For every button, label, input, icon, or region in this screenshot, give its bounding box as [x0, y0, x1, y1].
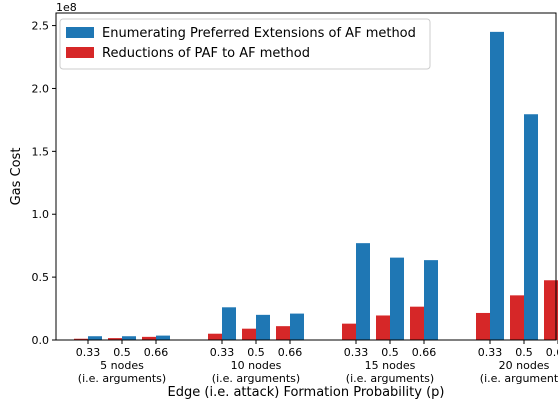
legend: Enumerating Preferred Extensions of AF m…: [59, 18, 431, 70]
y-tick-label-3: 1.5: [32, 145, 50, 158]
x-axis-label: Edge (i.e. attack) Formation Probability…: [168, 385, 445, 400]
bar-enumerating-0: [88, 336, 102, 340]
bar-enumerating-5: [290, 313, 304, 340]
x-tick-label-8: 0.66: [412, 346, 437, 359]
bar-enumerating-8: [424, 260, 438, 340]
group-sublabel-2: (i.e. arguments): [346, 372, 434, 385]
y-multiplier-label: 1e8: [56, 1, 77, 14]
x-tick-label-3: 0.33: [210, 346, 235, 359]
bar-reductions-10: [510, 295, 524, 340]
bar-reductions-11: [544, 280, 558, 340]
x-tick-label-10: 0.5: [515, 346, 533, 359]
x-tick-label-2: 0.66: [144, 346, 169, 359]
bar-enumerating-6: [356, 243, 370, 340]
bar-reductions-2: [142, 336, 156, 340]
bar-enumerating-9: [490, 31, 504, 340]
bar-reductions-3: [208, 333, 222, 340]
bar-enumerating-2: [156, 335, 170, 340]
bar-enumerating-4: [256, 314, 270, 340]
legend-box: [59, 18, 431, 70]
group-sublabel-1: (i.e. arguments): [212, 372, 300, 385]
labels-layer: 0.0 0.5 1.0 1.5 2.0 2.5 1e8 0.33 0.5 0.66 0.33 0.5 0…: [9, 1, 558, 400]
bar-reductions-1: [108, 338, 122, 340]
axes-layer: [52, 12, 558, 344]
group-label-3: 20 nodes: [499, 359, 550, 372]
x-tick-label-5: 0.66: [278, 346, 303, 359]
bar-reductions-9: [476, 312, 490, 340]
x-tick-label-6: 0.33: [344, 346, 369, 359]
group-sublabel-3: (i.e. arguments): [480, 372, 558, 385]
bar-reductions-4: [242, 328, 256, 340]
group-label-1: 10 nodes: [231, 359, 282, 372]
bar-enumerating-1: [122, 336, 136, 340]
y-tick-label-4: 2.0: [32, 82, 50, 95]
legend-label-0: Enumerating Preferred Extensions of AF m…: [102, 26, 416, 41]
group-label-0: 5 nodes: [100, 359, 144, 372]
bar-enumerating-7: [390, 257, 404, 340]
y-axis-label: Gas Cost: [9, 148, 24, 206]
y-tick-label-1: 0.5: [32, 271, 50, 284]
x-tick-label-9: 0.33: [478, 346, 503, 359]
x-tick-label-11: 0.66: [546, 346, 558, 359]
bar-reductions-5: [276, 326, 290, 340]
y-tick-label-0: 0.0: [32, 334, 50, 347]
y-tick-label-2: 1.0: [32, 208, 50, 221]
plot-frame: [55, 12, 557, 341]
bar-reductions-8: [410, 306, 424, 340]
x-tick-label-4: 0.5: [247, 346, 265, 359]
group-sublabel-0: (i.e. arguments): [78, 372, 166, 385]
bar-enumerating-10: [524, 114, 538, 340]
y-tick-label-5: 2.5: [32, 20, 50, 33]
bar-enumerating-3: [222, 307, 236, 340]
bar-reductions-6: [342, 323, 356, 340]
bar-reductions-7: [376, 315, 390, 340]
x-tick-label-0: 0.33: [76, 346, 101, 359]
legend-label-1: Reductions of PAF to AF method: [102, 46, 310, 61]
bars-layer: [74, 31, 558, 340]
group-label-2: 15 nodes: [365, 359, 416, 372]
legend-swatch-0: [66, 27, 94, 38]
x-tick-label-1: 0.5: [113, 346, 131, 359]
bar-reductions-0: [74, 338, 88, 340]
legend-swatch-1: [66, 47, 94, 58]
x-tick-label-7: 0.5: [381, 346, 399, 359]
